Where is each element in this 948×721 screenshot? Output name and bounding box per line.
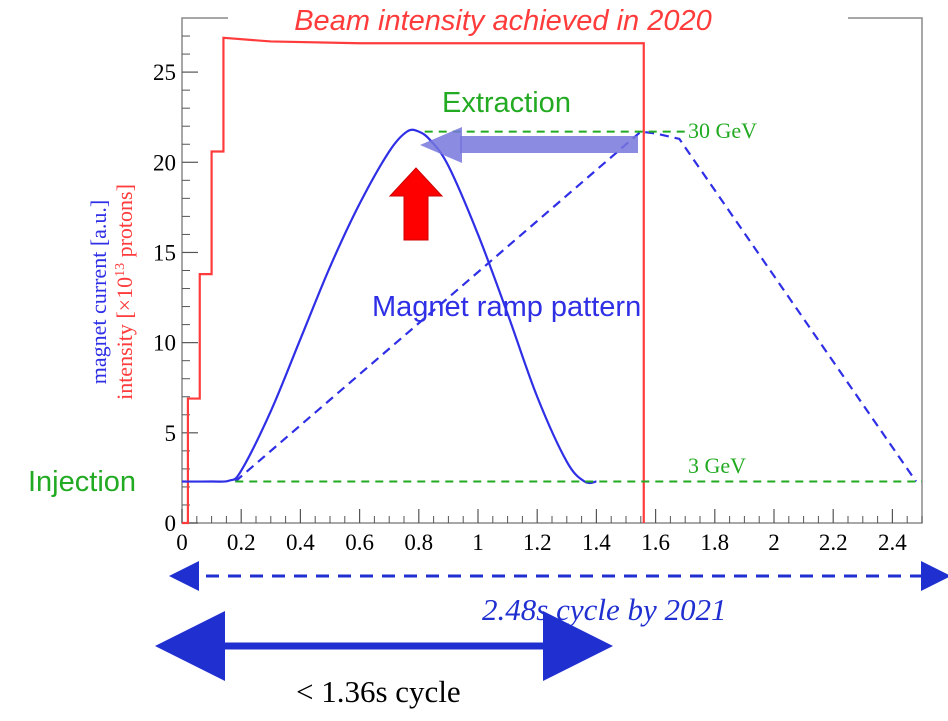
y-axis-label-intensity: intensity [×1013 protons] bbox=[112, 184, 137, 400]
y-tick-label: 15 bbox=[153, 240, 176, 265]
y-tick-label: 5 bbox=[165, 421, 177, 446]
y-tick-label: 20 bbox=[153, 150, 176, 175]
extraction-arrow-shaft bbox=[460, 136, 638, 153]
x-tick-label: 0 bbox=[176, 530, 188, 555]
series-magnet-ramp-slow bbox=[234, 130, 917, 483]
ramp-label: Magnet ramp pattern bbox=[372, 291, 641, 323]
x-tick-label: 2.2 bbox=[819, 530, 848, 555]
y-axis-label-intensity-sup: 13 bbox=[113, 263, 128, 277]
x-tick-label: 1.6 bbox=[641, 530, 670, 555]
extraction-label: Extraction bbox=[442, 87, 571, 119]
x-tick-label: 0.2 bbox=[227, 530, 256, 555]
x-tick-label: 2 bbox=[768, 530, 780, 555]
red-up-arrow bbox=[388, 167, 444, 241]
x-tick-label: 1.2 bbox=[523, 530, 552, 555]
chart-title: Beam intensity achieved in 2020 bbox=[294, 5, 712, 37]
y-tick-label: 10 bbox=[153, 331, 176, 356]
title-background bbox=[228, 2, 848, 36]
series-magnet-ramp-fast bbox=[181, 128, 597, 485]
y-tick-label: 0 bbox=[165, 511, 177, 536]
x-tick-label: 0.4 bbox=[286, 530, 315, 555]
x-tick-label: 1 bbox=[472, 530, 484, 555]
y-axis-label-intensity-prefix: intensity [×10 bbox=[112, 277, 137, 400]
gev-3-label: 3 GeV bbox=[688, 453, 746, 478]
injection-label: Injection bbox=[28, 466, 136, 498]
y-axis-label-magnet: magnet current [a.u.] bbox=[86, 200, 111, 384]
x-tick-label: 0.6 bbox=[345, 530, 374, 555]
gev-30-label: 30 GeV bbox=[688, 118, 757, 143]
x-tick-label: 2.4 bbox=[878, 530, 907, 555]
fast-cycle-label: < 1.36s cycle bbox=[296, 674, 461, 709]
tick-labels: 0 0.2 0.4 0.6 0.8 1 1.2 1.4 1.6 1.8 2 2.2 2.4 0 5 10 15 2… bbox=[153, 60, 907, 555]
extraction-arrow bbox=[420, 127, 638, 163]
y-tick-label: 25 bbox=[153, 60, 176, 85]
slow-cycle-label: 2.48s cycle by 2021 bbox=[482, 592, 726, 627]
series-layer bbox=[181, 36, 922, 525]
x-tick-label: 1.8 bbox=[700, 530, 729, 555]
x-tick-label: 0.8 bbox=[404, 530, 433, 555]
series-intensity bbox=[182, 36, 645, 525]
y-axis-label-intensity-suffix: protons] bbox=[112, 184, 137, 263]
x-tick-label: 1.4 bbox=[582, 530, 611, 555]
ticks bbox=[181, 35, 923, 524]
extraction-arrow-head bbox=[420, 127, 462, 163]
